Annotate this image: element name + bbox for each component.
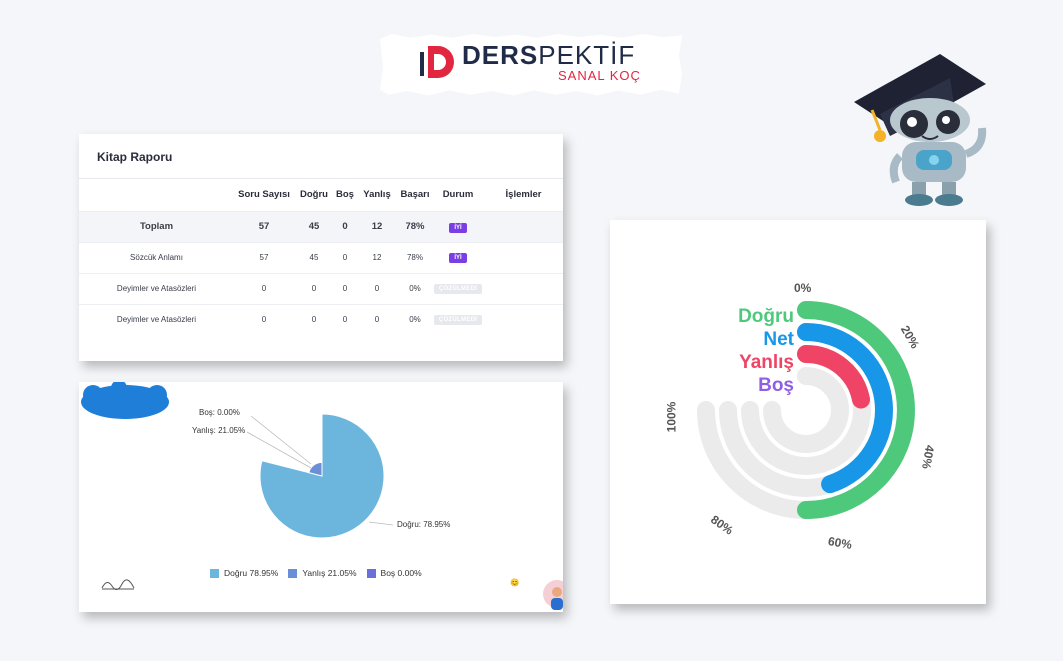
cell-soru: 57 <box>234 241 294 273</box>
tick-label-0: 0% <box>794 281 812 295</box>
cell-islemler <box>484 210 563 242</box>
col-header-soru: Soru Sayısı <box>238 189 290 201</box>
cell-yanlis: 12 <box>356 210 398 242</box>
legend-item[interactable]: Doğru 78.95% <box>210 568 278 578</box>
book-report-card: Kitap Raporu Soru Sayısı Doğru Boş Yanlı… <box>79 134 563 361</box>
cell-bos: 0 <box>334 303 356 335</box>
col-header-basari: Başarı <box>400 189 430 201</box>
cell-islemler <box>484 241 563 273</box>
robot-mascot-icon <box>854 54 987 206</box>
pie-connector-bos <box>250 415 312 465</box>
cell-yanlis: 0 <box>356 272 398 304</box>
status-badge: İYİ <box>449 222 467 233</box>
radial-progress-card: Doğru Net Yanlış Boş 0% 20% 40% 60% 80% … <box>610 220 986 604</box>
radial-label-yanlis: Yanlış <box>739 352 794 373</box>
status-badge: ÇÖZÜLMEDİ <box>433 315 483 326</box>
legend-label: Doğru 78.95% <box>224 568 279 578</box>
legend-swatch <box>288 568 298 578</box>
radial-progress-chart <box>697 301 915 519</box>
support-avatar-icon[interactable] <box>541 580 563 612</box>
cell-soru: 0 <box>234 272 294 304</box>
legend-label: Yanlış 21.05% <box>302 568 357 578</box>
brand-mark-icon <box>420 46 454 78</box>
report-table: Soru Sayısı Doğru Boş Yanlış Başarı Duru… <box>79 179 563 335</box>
cell-islemler <box>484 272 563 304</box>
col-header-dogru: Doğru <box>300 189 328 201</box>
pie-chart-card: Boş: 0.00% Yanlış: 21.05% Doğru: 78.95% … <box>79 382 563 612</box>
radial-bar-net[interactable] <box>797 323 893 494</box>
cell-name: Toplam <box>79 210 234 242</box>
chart-tool-icon[interactable] <box>101 576 135 590</box>
col-header-bos: Boş <box>336 189 354 201</box>
cell-durum: İYİ <box>432 241 484 273</box>
radial-label-net: Net <box>763 329 794 350</box>
cell-basari: 0% <box>398 272 432 304</box>
cell-islemler <box>484 303 563 335</box>
brand-name-light: PEKTİF <box>538 40 636 70</box>
brand-tagline: SANAL KOÇ <box>558 68 641 83</box>
report-header-row: Soru Sayısı Doğru Boş Yanlış Başarı Duru… <box>79 179 563 211</box>
tick-label-100: 100% <box>664 401 679 433</box>
pie-label-bos: Boş: 0.00% <box>199 408 240 417</box>
cell-bos: 0 <box>334 210 356 242</box>
cell-dogru: 0 <box>294 272 334 304</box>
radial-bar-dogru[interactable] <box>797 301 915 519</box>
pie-connector-yanlis <box>246 431 312 469</box>
pie-connector-dogru <box>368 521 394 526</box>
cell-yanlis: 12 <box>356 241 398 273</box>
cell-durum: ÇÖZÜLMEDİ <box>432 303 484 335</box>
table-row-total: Toplam 57 45 0 12 78% İYİ <box>79 210 563 242</box>
status-badge: İYİ <box>449 253 467 263</box>
cell-durum: ÇÖZÜLMEDİ <box>432 272 484 304</box>
legend-swatch <box>366 568 376 578</box>
pie-label-dogru: Doğru: 78.95% <box>397 520 451 529</box>
table-row: Deyimler ve Atasözleri 0 0 0 0 0% ÇÖZÜLM… <box>79 272 563 304</box>
legend-label: Boş 0.00% <box>380 568 422 578</box>
cell-durum: İYİ <box>432 210 484 242</box>
cell-name: Deyimler ve Atasözleri <box>79 303 234 335</box>
live-help-line1: Canlı yardım için <box>471 567 527 576</box>
pie-chart <box>246 413 394 539</box>
pie-label-yanlis: Yanlış: 21.05% <box>192 426 246 435</box>
cell-bos: 0 <box>334 272 356 304</box>
cell-basari: 78% <box>398 241 432 273</box>
pie-legend: Doğru 78.95% Yanlış 21.05% Boş 0.00% <box>210 568 422 578</box>
radial-bar-yanlis[interactable] <box>797 345 871 409</box>
cell-soru: 57 <box>234 210 294 242</box>
live-help-bubble[interactable] <box>79 382 171 422</box>
radial-track-bos <box>763 367 849 453</box>
status-badge: ÇÖZÜLMEDİ <box>433 284 483 294</box>
cell-yanlis: 0 <box>356 303 398 335</box>
report-title: Kitap Raporu <box>97 150 173 164</box>
table-row: Sözcük Anlamı 57 45 0 12 78% İYİ <box>79 241 563 273</box>
legend-swatch <box>210 568 219 578</box>
cell-dogru: 0 <box>294 303 334 335</box>
brand-name: DERSPEKTİF <box>462 40 635 71</box>
cell-name: Deyimler ve Atasözleri <box>79 272 234 304</box>
brand-name-bold: DERS <box>462 40 539 70</box>
pie-slice-yanlis[interactable] <box>308 461 323 477</box>
cell-dogru: 45 <box>294 241 334 273</box>
cell-basari: 78% <box>398 210 432 242</box>
cell-basari: 0% <box>398 303 432 335</box>
cell-bos: 0 <box>334 241 356 273</box>
live-help-line2: tıklayınız 😊 <box>478 578 520 587</box>
cell-dogru: 45 <box>294 210 334 242</box>
radial-label-bos: Boş <box>758 375 794 396</box>
legend-item[interactable]: Yanlış 21.05% <box>288 568 357 578</box>
cell-soru: 0 <box>234 303 294 335</box>
report-divider <box>79 178 563 179</box>
legend-item[interactable]: Boş 0.00% <box>366 568 422 578</box>
radial-label-dogru: Doğru <box>738 306 794 327</box>
col-header-durum: Durum <box>442 189 474 201</box>
brand-logo: DERSPEKTİF SANAL KOÇ <box>380 34 682 96</box>
col-header-islemler: İşlemler <box>505 189 542 201</box>
col-header-name <box>79 179 234 211</box>
col-header-yanlis: Yanlış <box>363 189 391 201</box>
table-row: Deyimler ve Atasözleri 0 0 0 0 0% ÇÖZÜLM… <box>79 303 563 335</box>
cell-name: Sözcük Anlamı <box>79 241 234 273</box>
live-help-text[interactable]: Canlı yardım için tıklayınız 😊 <box>459 566 539 588</box>
